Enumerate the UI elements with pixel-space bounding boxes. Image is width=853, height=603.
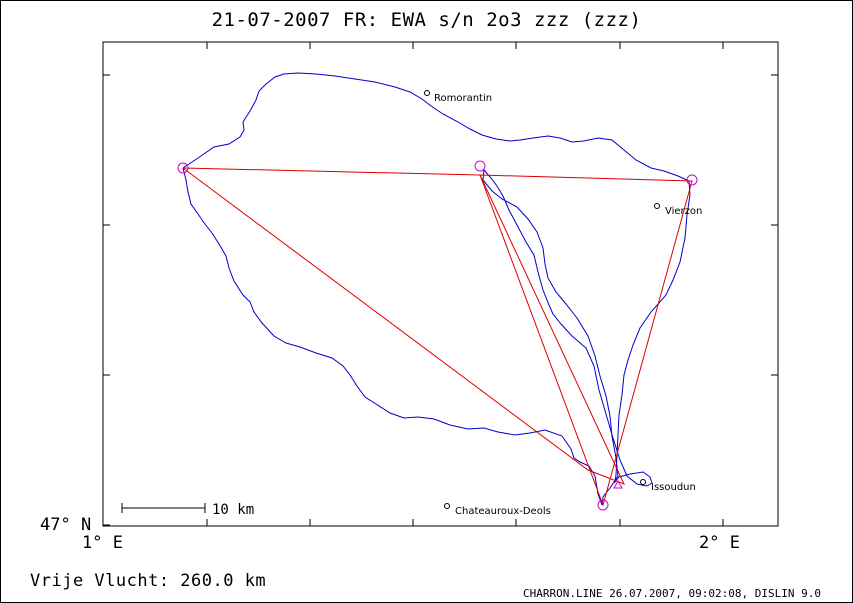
task-leg bbox=[182, 167, 625, 485]
page-title: 21-07-2007 FR: EWA s/n 2o3 zzz (zzz) bbox=[211, 9, 642, 31]
town-markers bbox=[424, 90, 660, 509]
flight-track bbox=[182, 72, 691, 506]
task-leg bbox=[182, 167, 693, 507]
flight-distance: Vrije Vlucht: 260.0 km bbox=[30, 571, 267, 591]
town-marker bbox=[640, 479, 646, 485]
turnpoint-marker bbox=[686, 174, 698, 186]
x-axis-label-2: 2° E bbox=[699, 533, 740, 553]
turnpoint-marker bbox=[177, 162, 189, 174]
axes-box bbox=[102, 41, 779, 527]
town-label: Issoudun bbox=[651, 482, 696, 493]
town-marker bbox=[444, 503, 450, 509]
town-label: Chateauroux-Deols bbox=[455, 506, 551, 517]
town-label: Romorantin bbox=[434, 93, 492, 104]
scale-bar-label: 10 km bbox=[212, 502, 254, 518]
turnpoint-marker bbox=[613, 479, 623, 489]
town-labels: Romorantin Vierzon Issoudun Chateauroux-… bbox=[434, 93, 702, 517]
town-marker bbox=[654, 203, 660, 209]
town-label: Vierzon bbox=[665, 206, 702, 217]
y-axis-label: 47° N bbox=[40, 515, 92, 535]
task-legs bbox=[182, 167, 693, 507]
footer-info: CHARRON.LINE 26.07.2007, 09:02:08, DISLI… bbox=[522, 587, 821, 600]
turnpoints bbox=[177, 160, 698, 511]
x-axis-label-1: 1° E bbox=[82, 533, 123, 553]
turnpoint-marker bbox=[597, 499, 609, 511]
scale-bar bbox=[121, 503, 206, 513]
turnpoint-marker bbox=[474, 160, 486, 172]
ticks bbox=[102, 42, 778, 526]
town-marker bbox=[424, 90, 430, 96]
